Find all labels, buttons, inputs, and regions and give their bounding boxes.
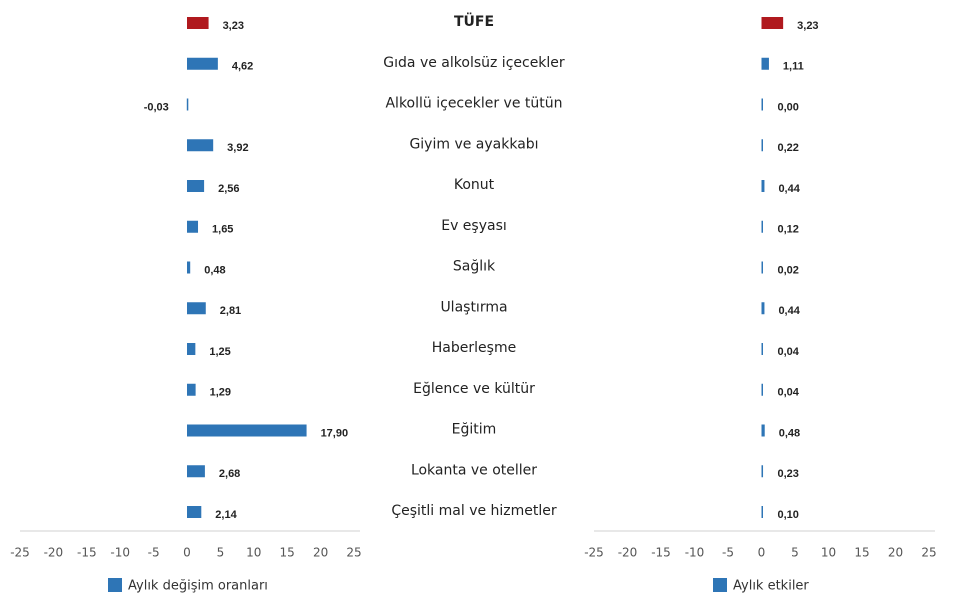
category-label: Çeşitli mal ve hizmetler xyxy=(391,503,557,519)
bar xyxy=(761,17,784,29)
legend-swatch xyxy=(108,578,122,592)
bar xyxy=(187,465,205,478)
value-label: 0,02 xyxy=(778,264,799,276)
value-label: 1,29 xyxy=(210,387,231,399)
bar xyxy=(187,139,214,152)
value-label: 2,68 xyxy=(219,468,240,480)
value-label: 0,04 xyxy=(778,346,800,358)
legend-swatch xyxy=(713,578,727,592)
value-label: -0,03 xyxy=(144,101,169,113)
x-tick-label: 10 xyxy=(246,546,261,560)
bar xyxy=(187,383,196,396)
value-label: 2,56 xyxy=(218,183,239,195)
x-tick-label: -25 xyxy=(10,546,30,560)
category-label: TÜFE xyxy=(454,12,494,30)
value-label: 1,65 xyxy=(212,224,233,236)
bar xyxy=(761,343,763,355)
x-tick-label: 15 xyxy=(854,546,869,560)
x-tick-label: 15 xyxy=(280,546,295,560)
category-label: Haberleşme xyxy=(432,340,516,356)
x-tick-label: -15 xyxy=(77,546,97,560)
category-label: Eğlence ve kültür xyxy=(413,381,535,397)
bar xyxy=(187,57,218,70)
value-label: 0,00 xyxy=(778,101,799,113)
value-label: 17,90 xyxy=(321,427,349,439)
legend-label: Aylık değişim oranları xyxy=(128,579,268,594)
bar xyxy=(761,261,763,274)
category-label: Ev eşyası xyxy=(441,218,507,234)
category-label: Alkollü içecekler ve tütün xyxy=(385,96,562,112)
value-label: 2,14 xyxy=(215,509,237,521)
value-label: 0,48 xyxy=(779,427,800,439)
bar xyxy=(186,98,189,111)
bar xyxy=(761,424,765,437)
x-tick-label: 20 xyxy=(313,546,328,560)
value-label: 0,44 xyxy=(778,305,800,317)
x-tick-label: 5 xyxy=(217,546,225,560)
legend-label: Aylık etkiler xyxy=(733,579,809,594)
bar xyxy=(187,302,206,315)
bar xyxy=(761,506,763,518)
value-label: 0,44 xyxy=(778,183,800,195)
bar xyxy=(761,139,763,152)
bar xyxy=(187,180,205,192)
category-label: Sağlık xyxy=(453,259,496,275)
x-tick-label: -10 xyxy=(110,546,130,560)
bar xyxy=(761,57,769,70)
bar xyxy=(761,302,765,315)
value-label: 0,10 xyxy=(778,509,799,521)
x-tick-label: 0 xyxy=(183,546,191,560)
value-label: 0,12 xyxy=(778,224,799,236)
x-tick-label: -20 xyxy=(44,546,64,560)
value-label: 4,62 xyxy=(232,61,253,73)
bar xyxy=(187,17,209,29)
bar xyxy=(187,220,199,233)
value-label: 3,23 xyxy=(223,20,244,32)
x-tick-label: -5 xyxy=(148,546,160,560)
bar xyxy=(761,220,763,233)
category-label: Konut xyxy=(454,177,495,193)
x-tick-label: -5 xyxy=(722,546,734,560)
bar xyxy=(761,180,765,192)
value-label: 1,25 xyxy=(209,346,230,358)
category-label: Lokanta ve oteller xyxy=(411,462,537,478)
bar xyxy=(761,383,763,396)
bar xyxy=(187,261,191,274)
value-label: 0,23 xyxy=(778,468,799,480)
x-tick-label: -25 xyxy=(584,546,604,560)
value-label: 3,92 xyxy=(227,142,248,154)
category-label: Ulaştırma xyxy=(440,299,507,315)
category-label: Eğitim xyxy=(452,422,497,438)
x-tick-label: 25 xyxy=(346,546,361,560)
x-tick-label: -20 xyxy=(618,546,638,560)
value-label: 1,11 xyxy=(783,61,804,73)
x-tick-label: -15 xyxy=(651,546,671,560)
value-label: 0,48 xyxy=(204,264,225,276)
value-label: 0,22 xyxy=(778,142,799,154)
x-tick-label: -10 xyxy=(685,546,705,560)
bar xyxy=(187,343,196,355)
category-label: Giyim ve ayakkabı xyxy=(409,136,538,152)
value-label: 3,23 xyxy=(797,20,818,32)
x-tick-label: 0 xyxy=(758,546,766,560)
x-tick-label: 5 xyxy=(791,546,799,560)
x-tick-label: 25 xyxy=(921,546,936,560)
x-tick-label: 20 xyxy=(888,546,903,560)
bar xyxy=(761,98,763,111)
category-label: Gıda ve alkolsüz içecekler xyxy=(383,55,565,71)
value-label: 2,81 xyxy=(220,305,241,317)
value-label: 0,04 xyxy=(778,387,800,399)
bar xyxy=(187,424,307,437)
bar xyxy=(187,506,202,518)
x-tick-label: 10 xyxy=(821,546,836,560)
bar xyxy=(761,465,764,478)
